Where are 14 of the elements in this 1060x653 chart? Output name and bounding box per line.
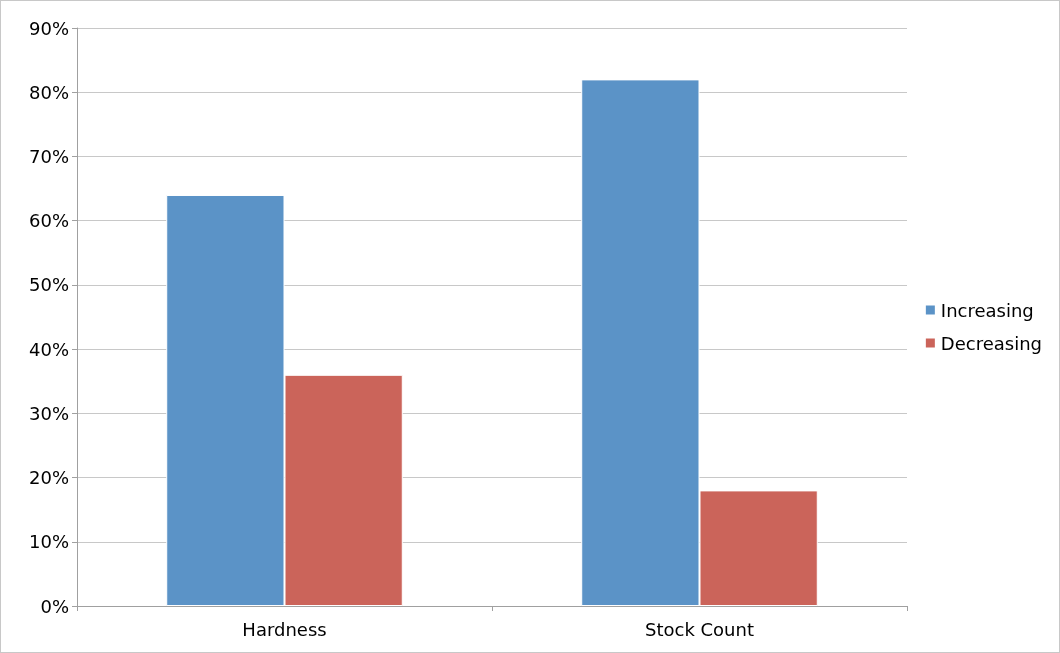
y-tick-label: 40% [28, 338, 69, 360]
y-tick-label: 20% [28, 467, 69, 489]
legend-label: Decreasing [940, 332, 1042, 354]
y-tick-label: 60% [28, 210, 69, 232]
y-tick-label: 90% [28, 17, 69, 39]
legend-label: Increasing [940, 299, 1034, 321]
y-tick-label: 70% [28, 145, 69, 167]
y-tick-label: 50% [28, 274, 69, 296]
y-tick-label: 0% [40, 595, 69, 617]
y-tick-label: 10% [28, 531, 69, 553]
x-tick-label: Hardness [242, 618, 327, 640]
x-tick-label: Stock Count [645, 618, 754, 640]
y-tick-label: 80% [28, 81, 69, 103]
y-tick-label: 30% [28, 402, 69, 424]
